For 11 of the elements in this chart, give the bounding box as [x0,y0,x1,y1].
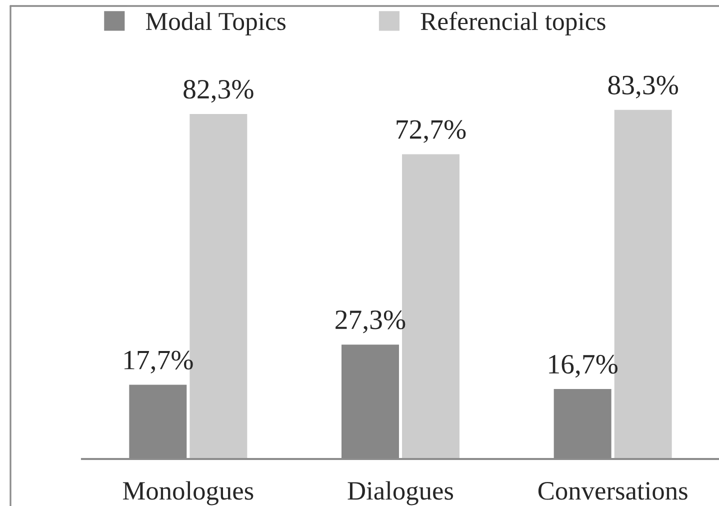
data-label: 83,3% [608,76,678,98]
data-label: 72,7% [396,120,466,143]
x-tick-label: Monologues [122,481,254,506]
legend-label: Modal Topics [146,12,286,36]
data-label: 16,7% [549,354,618,378]
legend-label: Referencial topics [420,12,606,36]
data-label: 82,3% [184,80,254,103]
data-label: 17,7% [124,350,193,374]
data-label: 27,3% [336,310,406,334]
x-tick-label: Dialogues [348,481,454,506]
x-tick-label: Conversations [538,482,688,500]
